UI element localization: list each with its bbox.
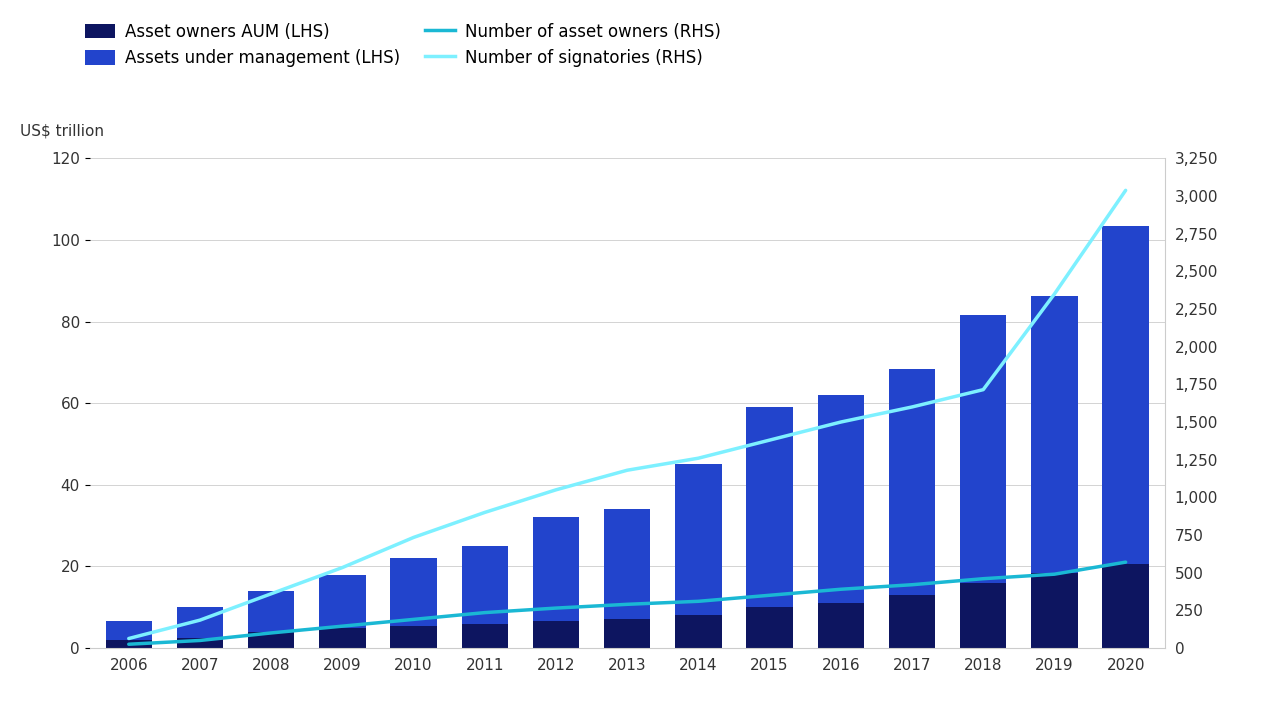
Bar [177,607,223,638]
Bar [319,628,366,648]
Bar [106,621,152,640]
Bar [390,558,436,626]
Bar [888,369,936,595]
Bar [818,603,864,648]
Bar [248,631,294,648]
Bar [462,546,508,624]
Bar [532,621,579,648]
Legend: Asset owners AUM (LHS), Assets under management (LHS), Number of asset owners (R: Asset owners AUM (LHS), Assets under man… [86,23,721,67]
Bar [1032,572,1078,648]
Bar [319,575,366,628]
Bar [604,509,650,619]
Bar [390,626,436,648]
Bar [1102,564,1148,648]
Bar [676,616,722,648]
Bar [106,640,152,648]
Bar [888,595,936,648]
Bar [960,315,1006,582]
Bar [177,638,223,648]
Bar [462,624,508,648]
Bar [1102,226,1148,564]
Bar [746,607,792,648]
Bar [676,464,722,616]
Bar [746,408,792,607]
Bar [1032,296,1078,572]
Bar [248,591,294,631]
Bar [818,395,864,603]
Bar [960,582,1006,648]
Text: US$ trillion: US$ trillion [19,124,104,139]
Bar [532,518,579,621]
Bar [604,619,650,648]
